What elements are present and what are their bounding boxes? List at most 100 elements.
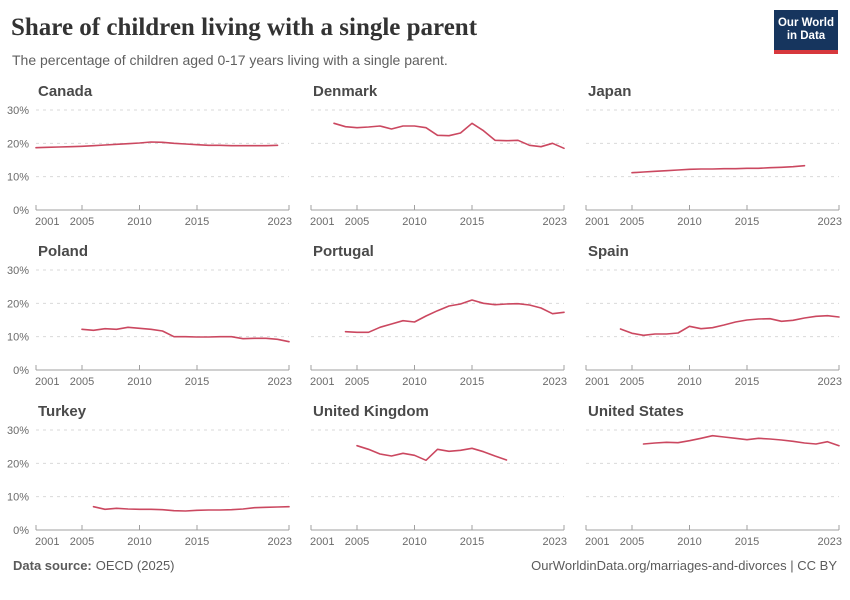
- x-tick-label: 2005: [620, 216, 644, 228]
- x-tick-label: 2001: [585, 216, 609, 228]
- chart-title: Portugal: [313, 243, 374, 260]
- x-tick-label: 2015: [185, 216, 209, 228]
- data-line-portugal[interactable]: [344, 299, 565, 334]
- chart-plot: 2001 2005 2010 2015 2023: [310, 429, 567, 548]
- chart-plot: 2001 2005 2010 2015 2023 0% 10% 20% 30%: [7, 105, 292, 228]
- x-tick-label: 2005: [620, 376, 644, 388]
- chart-poland: Poland 2001 2005 2010 2015 2023 0% 10% 20% 30%: [7, 242, 292, 392]
- x-tick-label: 2005: [345, 536, 369, 548]
- chart-title: United States: [588, 403, 684, 420]
- x-tick-label: 2015: [460, 376, 484, 388]
- chart-japan: Japan 2001 2005 2010 2015 2023: [585, 82, 842, 232]
- chart-canada: Canada 2001 2005 2010 2015 2023 0% 10% 20% 30%: [7, 82, 292, 232]
- y-tick-label: 10%: [7, 172, 29, 184]
- x-tick-label: 2010: [677, 376, 701, 388]
- x-tick-label: 2015: [735, 376, 759, 388]
- x-tick-label: 2010: [402, 376, 426, 388]
- data-line-japan[interactable]: [631, 164, 806, 174]
- chart-plot: 2001 2005 2010 2015 2023: [585, 429, 842, 548]
- x-tick-label: 2023: [818, 216, 842, 228]
- chart-spain: Spain 2001 2005 2010 2015 2023: [585, 242, 842, 392]
- chart-turkey: Turkey 2001 2005 2010 2015 2023 0% 10% 20% 30%: [7, 402, 292, 552]
- x-tick-label: 2005: [70, 536, 94, 548]
- y-tick-label: 20%: [7, 458, 29, 470]
- chart-title: United Kingdom: [313, 403, 429, 420]
- x-tick-label: 2001: [310, 376, 334, 388]
- page-subtitle: The percentage of children aged 0-17 yea…: [12, 52, 448, 68]
- y-tick-label: 0%: [13, 525, 29, 537]
- data-source-label: Data source:: [13, 558, 92, 573]
- chart-denmark: Denmark 2001 2005 2010 2015 2023: [310, 82, 567, 232]
- chart-footer: Data source: OECD (2025) OurWorldinData.o…: [0, 558, 850, 573]
- data-line-united-kingdom[interactable]: [356, 444, 508, 462]
- y-tick-label: 20%: [7, 298, 29, 310]
- data-line-denmark[interactable]: [333, 122, 565, 150]
- x-tick-label: 2005: [70, 216, 94, 228]
- y-tick-label: 10%: [7, 492, 29, 504]
- chart-united-kingdom: United Kingdom 2001 2005 2010 2015 2023: [310, 402, 567, 552]
- x-tick-label: 2015: [185, 376, 209, 388]
- data-source: Data source: OECD (2025): [13, 558, 175, 573]
- y-tick-label: 10%: [7, 332, 29, 344]
- x-tick-label: 2023: [268, 216, 292, 228]
- x-tick-label: 2001: [35, 536, 59, 548]
- chart-plot: 2001 2005 2010 2015 2023 0% 10% 20% 30%: [7, 425, 292, 548]
- x-tick-label: 2010: [127, 536, 151, 548]
- data-line-poland[interactable]: [81, 326, 290, 343]
- x-tick-label: 2001: [585, 376, 609, 388]
- x-tick-label: 2005: [345, 216, 369, 228]
- x-tick-label: 2015: [185, 536, 209, 548]
- owid-logo: Our World in Data: [774, 10, 838, 54]
- x-tick-label: 2023: [543, 536, 567, 548]
- x-tick-label: 2005: [70, 376, 94, 388]
- x-tick-label: 2001: [310, 536, 334, 548]
- y-tick-label: 30%: [7, 265, 29, 277]
- y-tick-label: 30%: [7, 425, 29, 437]
- x-tick-label: 2001: [310, 216, 334, 228]
- x-tick-label: 2015: [735, 536, 759, 548]
- x-tick-label: 2010: [402, 216, 426, 228]
- x-tick-label: 2015: [460, 536, 484, 548]
- x-tick-label: 2001: [35, 216, 59, 228]
- chart-title: Poland: [38, 243, 89, 260]
- x-tick-label: 2001: [585, 536, 609, 548]
- x-tick-label: 2010: [677, 216, 701, 228]
- chart-title: Canada: [38, 83, 93, 100]
- x-tick-label: 2023: [268, 536, 292, 548]
- x-tick-label: 2010: [677, 536, 701, 548]
- y-tick-label: 0%: [13, 365, 29, 377]
- chart-title: Denmark: [313, 83, 378, 100]
- small-multiples-grid: Canada 2001 2005 2010 2015 2023 0% 10% 20% 30% D…: [7, 82, 842, 552]
- x-tick-label: 2023: [543, 216, 567, 228]
- chart-title: Japan: [588, 83, 632, 100]
- chart-portugal: Portugal 2001 2005 2010 2015 2023: [310, 242, 567, 392]
- data-line-spain[interactable]: [619, 314, 840, 337]
- data-line-united-states[interactable]: [642, 434, 840, 447]
- data-source-value: OECD (2025): [95, 558, 175, 573]
- x-tick-label: 2010: [127, 216, 151, 228]
- chart-plot: 2001 2005 2010 2015 2023 0% 10% 20% 30%: [7, 265, 292, 388]
- chart-plot: 2001 2005 2010 2015 2023: [585, 269, 842, 388]
- page-title: Share of children living with a single p…: [11, 14, 478, 41]
- y-tick-label: 30%: [7, 105, 29, 117]
- x-tick-label: 2015: [735, 216, 759, 228]
- chart-plot: 2001 2005 2010 2015 2023: [310, 269, 567, 388]
- chart-plot: 2001 2005 2010 2015 2023: [585, 109, 842, 228]
- x-tick-label: 2001: [35, 376, 59, 388]
- x-tick-label: 2023: [818, 376, 842, 388]
- chart-united-states: United States 2001 2005 2010 2015 2023: [585, 402, 842, 552]
- x-tick-label: 2005: [345, 376, 369, 388]
- attribution-link[interactable]: OurWorldinData.org/marriages-and-divorce…: [531, 558, 837, 573]
- x-tick-label: 2010: [402, 536, 426, 548]
- x-tick-label: 2023: [818, 536, 842, 548]
- data-line-canada[interactable]: [35, 141, 279, 149]
- chart-title: Turkey: [38, 403, 87, 420]
- x-tick-label: 2023: [543, 376, 567, 388]
- chart-plot: 2001 2005 2010 2015 2023: [310, 109, 567, 228]
- owid-logo-line2: in Data: [786, 30, 826, 42]
- y-tick-label: 0%: [13, 205, 29, 217]
- data-line-turkey[interactable]: [92, 505, 290, 512]
- x-tick-label: 2010: [127, 376, 151, 388]
- x-tick-label: 2023: [268, 376, 292, 388]
